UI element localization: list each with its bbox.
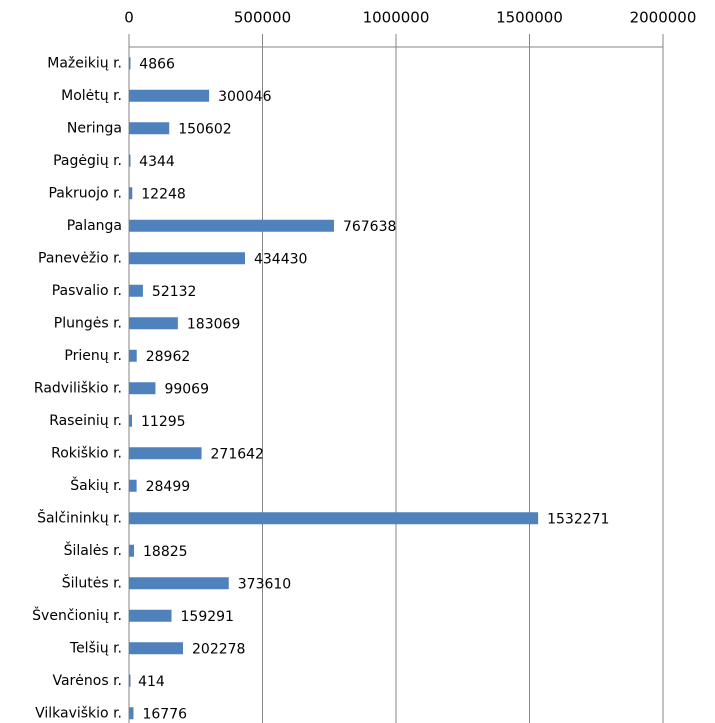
bar	[129, 414, 133, 427]
x-tick-label: 1000000	[363, 9, 430, 27]
x-tick-label: 500000	[234, 9, 291, 27]
value-label: 99069	[164, 381, 209, 397]
bar	[129, 317, 178, 330]
bar	[129, 577, 229, 590]
y-tick-label: Švenčionių r.	[32, 606, 122, 624]
y-tick-label: Plungės r.	[54, 315, 122, 331]
bar	[129, 707, 134, 720]
bar	[129, 479, 137, 492]
y-tick-label: Telšių r.	[69, 640, 122, 656]
value-label: 16776	[142, 706, 187, 722]
value-label: 767638	[343, 219, 396, 235]
bar	[129, 219, 334, 232]
bar	[129, 447, 202, 460]
value-label: 434430	[254, 251, 307, 267]
value-label: 12248	[141, 186, 186, 202]
value-label: 18825	[143, 544, 188, 560]
y-tick-label: Neringa	[67, 120, 122, 136]
value-label: 52132	[152, 284, 197, 300]
value-label: 4344	[139, 154, 175, 170]
bar	[129, 284, 143, 297]
bar	[129, 154, 131, 167]
value-label: 1532271	[547, 511, 609, 527]
y-tick-label: Palanga	[67, 218, 122, 234]
y-tick-label: Šakių r.	[70, 476, 122, 494]
bar	[129, 512, 539, 525]
y-tick-label: Šilalės r.	[64, 541, 122, 559]
bar	[129, 674, 131, 687]
x-tick-label: 1500000	[496, 9, 563, 27]
value-label: 271642	[211, 446, 264, 462]
value-label: 159291	[181, 609, 234, 625]
bar	[129, 349, 137, 362]
y-tick-label: Prienų r.	[64, 348, 122, 364]
y-tick-label: Raseinių r.	[49, 413, 122, 429]
value-label: 4866	[139, 56, 175, 72]
bar	[129, 252, 245, 265]
value-label: 11295	[141, 414, 186, 430]
y-tick-label: Pagėgių r.	[53, 153, 122, 169]
y-tick-label: Pakruojo r.	[48, 185, 122, 201]
y-tick-label: Šalčininkų r.	[37, 508, 122, 526]
value-label: 28499	[146, 479, 191, 495]
y-tick-label: Panevėžio r.	[38, 250, 122, 266]
bar	[129, 609, 172, 622]
x-tick-label: 0	[124, 9, 134, 27]
value-label: 150602	[178, 121, 231, 137]
y-tick-label: Rokiškio r.	[51, 445, 122, 461]
value-label: 373610	[238, 576, 291, 592]
bar	[129, 382, 156, 395]
bar	[129, 544, 135, 557]
y-tick-label: Molėtų r.	[61, 88, 122, 104]
y-tick-label: Pasvalio r.	[52, 283, 122, 299]
y-tick-label: Radviliškio r.	[34, 380, 122, 396]
value-label: 414	[138, 674, 165, 690]
bar	[129, 642, 184, 655]
x-tick-label: 2000000	[630, 9, 697, 27]
y-tick-label: Vilkaviškio r.	[35, 705, 122, 721]
value-label: 202278	[192, 641, 245, 657]
bar	[129, 187, 133, 200]
y-tick-label: Mažeikių r.	[47, 55, 122, 71]
bar	[129, 122, 170, 135]
value-label: 28962	[146, 349, 191, 365]
value-label: 183069	[187, 316, 240, 332]
bar	[129, 57, 131, 70]
bar	[129, 89, 210, 102]
y-tick-label: Varėnos r.	[52, 673, 122, 689]
value-label: 300046	[218, 89, 272, 105]
y-tick-label: Šilutės r.	[62, 573, 122, 591]
